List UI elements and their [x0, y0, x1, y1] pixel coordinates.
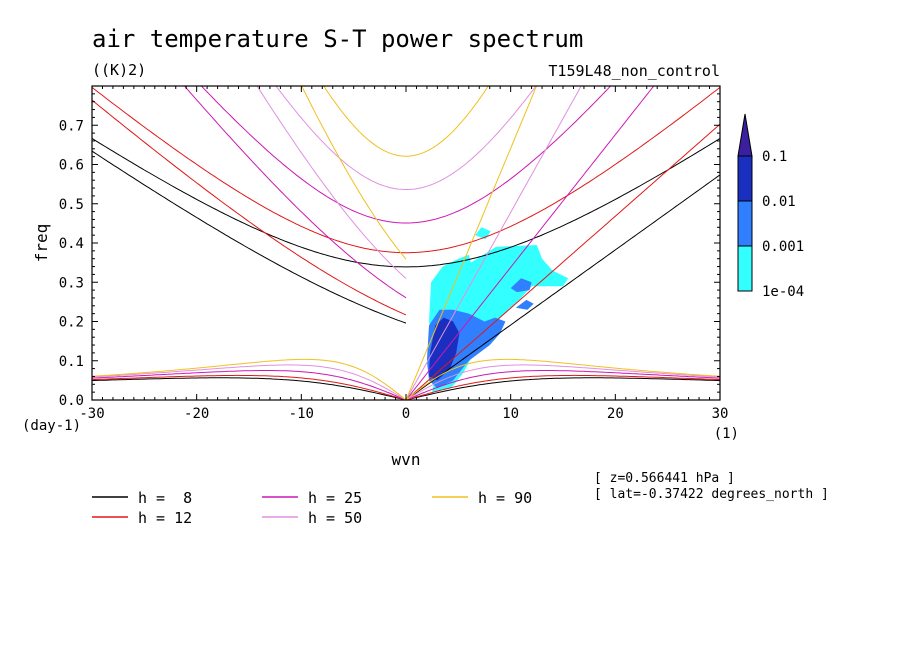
y-tick-label: 0.7	[59, 118, 84, 134]
y-tick-label: 0.2	[59, 315, 84, 331]
dispersion-curve-h25-kelvin	[405, 86, 655, 400]
legend: h = 8 h = 12 h = 25 h = 50 h = 90	[92, 489, 532, 527]
legend-label-h8: h = 8	[138, 489, 192, 507]
x-tick-label: -10	[289, 406, 314, 422]
y-tick-label: 0.0	[59, 393, 84, 409]
x-tick-label: 10	[502, 406, 519, 422]
dispersion-curve-h8-ig	[92, 137, 720, 268]
dispersion-curve-h90-ig	[323, 86, 489, 157]
dispersion-curve-h8-kelvin	[405, 174, 720, 400]
spectrum-region-4	[515, 299, 534, 310]
dispersion-curve-h12-kelvin	[405, 123, 720, 400]
x-tick-label: 0	[402, 406, 410, 422]
dispersion-curve-h50-kelvin	[405, 86, 582, 400]
y-tick-label: 0.1	[59, 354, 84, 370]
legend-label-h90: h = 90	[478, 489, 532, 507]
colorbar-label: 0.001	[762, 239, 804, 255]
dispersion-curve-h90-kelvin	[405, 86, 538, 400]
dispersion-curve-h12-ig	[92, 87, 720, 254]
x-tick-label: 20	[607, 406, 624, 422]
colorbar: 0.1 0.01 0.001 1e-04	[737, 113, 804, 300]
y-tick-label: 0.4	[59, 236, 84, 252]
dispersion-curve-h8-mrg	[92, 150, 407, 324]
colorbar-segment-1	[737, 155, 753, 202]
y-axis-label: freq	[32, 224, 51, 263]
dispersion-curve-h90-er	[92, 358, 720, 400]
spectrum-region-2	[429, 317, 460, 381]
dispersion-curve-h25-mrg	[183, 86, 407, 299]
experiment-name: T159L48_non_control	[548, 62, 720, 80]
dispersion-curve-h50-er	[92, 364, 720, 400]
x-axis-label: wvn	[392, 450, 421, 469]
dispersion-curve-h8-er	[92, 377, 720, 400]
y-tick-label: 0.5	[59, 197, 84, 213]
y-unit-label: (day-1)	[22, 418, 81, 434]
dispersion-curve-h12-er	[92, 374, 720, 400]
colorbar-segment-2	[737, 200, 753, 247]
z-annotation: [ z=0.566441 hPa ]	[594, 471, 735, 486]
dispersion-curve-h25-ig	[200, 86, 612, 224]
chart-units: ((K)2)	[92, 61, 146, 79]
x-tick-label: -20	[184, 406, 209, 422]
x-tick-label: -30	[79, 406, 104, 422]
lat-annotation: [ lat=-0.37422 degrees_north ]	[594, 487, 829, 502]
y-tick-label: 0.3	[59, 275, 84, 291]
colorbar-label: 0.01	[762, 194, 796, 210]
colorbar-label: 0.1	[762, 149, 787, 165]
y-tick-label: 0.6	[59, 158, 84, 174]
dispersion-curve-h25-er	[92, 370, 720, 400]
dispersion-curve-h90-mrg	[301, 86, 407, 260]
legend-label-h12: h = 12	[138, 509, 192, 527]
spectrum-region-3	[510, 278, 532, 293]
dispersion-curves	[92, 86, 720, 400]
axis-ticks: -30 -20 -10 0 10 20 30 0.0 0.1 0.2 0.3 0.4 0.5 0.6 0.7	[59, 85, 729, 422]
chart-title: air temperature S-T power spectrum	[92, 25, 583, 53]
dispersion-curve-h50-ig	[275, 86, 537, 190]
dispersion-curve-h12-mrg	[92, 99, 407, 316]
colorbar-overflow-arrow	[737, 113, 753, 157]
colorbar-label: 1e-04	[762, 284, 804, 300]
dispersion-curve-h50-mrg	[256, 86, 407, 279]
x-unit-label: (1)	[714, 426, 739, 442]
legend-label-h50: h = 50	[308, 509, 362, 527]
colorbar-segment-3	[737, 245, 753, 292]
legend-label-h25: h = 25	[308, 489, 362, 507]
x-tick-label: 30	[712, 406, 729, 422]
